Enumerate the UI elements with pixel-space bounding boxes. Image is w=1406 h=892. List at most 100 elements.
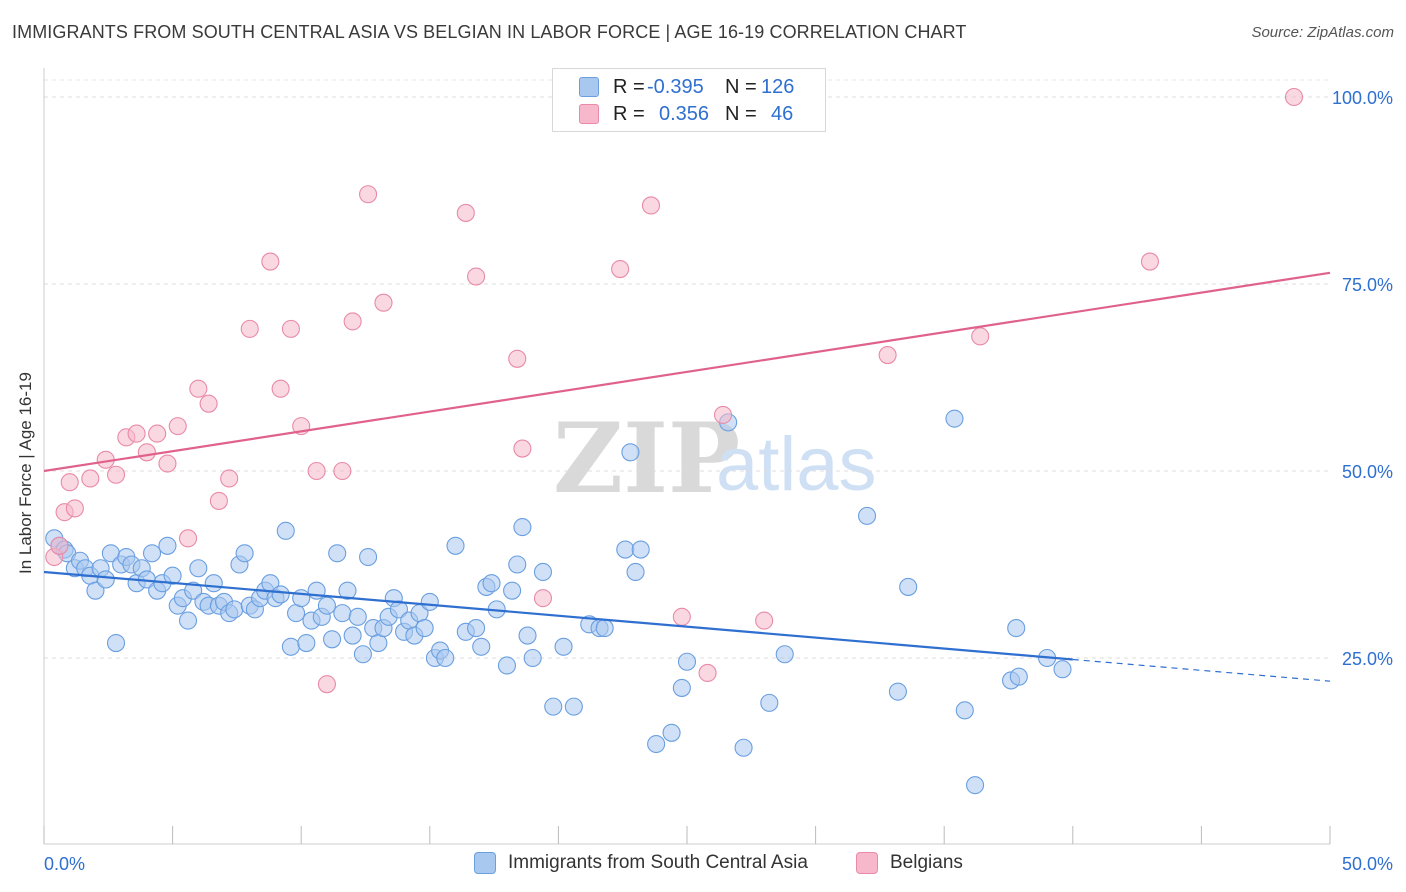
point-immigrants (631, 540, 650, 559)
point-belgians (343, 312, 362, 331)
bottom-legend-label-immigrants: Immigrants from South Central Asia (508, 852, 808, 873)
point-immigrants (945, 409, 964, 428)
legend-n-label: N = (725, 102, 757, 125)
point-belgians (533, 589, 553, 608)
point-immigrants (672, 678, 691, 697)
point-immigrants (595, 619, 614, 638)
point-belgians (240, 319, 259, 338)
point-immigrants (1009, 667, 1028, 686)
point-immigrants (503, 581, 522, 600)
point-immigrants (297, 633, 316, 653)
legend-n-value-immigrants: 126 (761, 75, 795, 98)
legend-r-label: R = (613, 102, 645, 125)
point-immigrants (189, 559, 208, 578)
y-tick-label: 50.0% (1342, 462, 1393, 482)
point-belgians (971, 327, 990, 346)
point-belgians (374, 293, 393, 312)
point-belgians (508, 349, 527, 368)
watermark-zip: ZIP (553, 402, 740, 515)
point-belgians (148, 424, 167, 443)
point-immigrants (472, 637, 491, 656)
point-immigrants (343, 626, 362, 645)
legend-row-belgians: R = 0.356 N = 46 (553, 100, 793, 128)
point-belgians (281, 319, 300, 338)
legend-r-value-immigrants: -0.395 (647, 75, 704, 98)
point-immigrants (523, 648, 542, 668)
point-belgians (672, 607, 691, 626)
point-immigrants (662, 723, 681, 742)
point-immigrants (96, 570, 115, 589)
point-belgians (60, 473, 79, 492)
point-immigrants (178, 611, 198, 630)
point-immigrants (86, 581, 105, 600)
point-immigrants (292, 589, 311, 608)
point-immigrants (734, 738, 753, 757)
point-immigrants (616, 540, 635, 559)
point-belgians (317, 675, 336, 694)
point-belgians (261, 252, 280, 271)
point-belgians (698, 663, 717, 683)
watermark-atlas: atlas (716, 422, 877, 507)
point-immigrants (338, 581, 357, 600)
y-tick-label: 100.0% (1332, 88, 1393, 108)
point-immigrants (966, 776, 985, 795)
stats-legend: R = -0.395 N = 126 R = 0.356 N = 46 (552, 68, 826, 132)
point-belgians (81, 469, 100, 488)
bottom-legend-belgians: Belgians (856, 852, 963, 874)
point-belgians (189, 379, 208, 398)
trend-line-immigrants-extension (1072, 658, 1331, 682)
point-immigrants (158, 536, 177, 555)
point-immigrants (235, 544, 254, 563)
point-belgians (158, 454, 177, 473)
point-immigrants (621, 443, 640, 462)
point-immigrants (142, 544, 162, 563)
point-immigrants (328, 544, 347, 563)
legend-r-label: R = (613, 75, 645, 98)
point-immigrants (564, 697, 583, 716)
point-belgians (611, 259, 630, 279)
point-immigrants (436, 648, 455, 668)
point-immigrants (482, 574, 501, 593)
point-immigrants (317, 596, 336, 615)
point-belgians (50, 536, 69, 555)
point-belgians (456, 203, 475, 222)
point-immigrants (467, 619, 486, 638)
point-immigrants (163, 566, 182, 585)
point-belgians (755, 611, 774, 630)
point-belgians (641, 196, 661, 215)
point-immigrants (497, 656, 517, 675)
point-belgians (65, 499, 84, 518)
point-immigrants (518, 626, 537, 645)
point-belgians (713, 405, 733, 424)
point-immigrants (513, 518, 532, 537)
point-immigrants (353, 645, 372, 664)
y-tick-label: 75.0% (1342, 275, 1393, 295)
point-immigrants (184, 581, 203, 600)
point-immigrants (359, 547, 378, 567)
point-belgians (333, 461, 352, 481)
point-belgians (359, 185, 378, 204)
point-immigrants (677, 652, 697, 671)
point-belgians (1284, 87, 1304, 107)
point-belgians (220, 469, 239, 488)
point-immigrants (857, 506, 877, 525)
point-belgians (467, 267, 486, 286)
point-belgians (199, 394, 218, 413)
trend-line-belgians (43, 271, 1331, 473)
bottom-legend-swatch-belgians (856, 852, 878, 874)
point-belgians (271, 379, 290, 398)
chart-title: IMMIGRANTS FROM SOUTH CENTRAL ASIA VS BE… (12, 22, 967, 42)
point-immigrants (760, 693, 779, 712)
point-immigrants (533, 562, 553, 582)
point-immigrants (271, 585, 290, 604)
point-immigrants (204, 574, 223, 593)
point-immigrants (446, 536, 465, 555)
y-tick-label: 25.0% (1342, 649, 1393, 669)
point-belgians (513, 439, 532, 458)
legend-n-value-belgians: 46 (771, 102, 794, 125)
legend-n-label: N = (725, 75, 757, 98)
point-immigrants (281, 637, 300, 656)
source-label: Source: ZipAtlas.com (1251, 24, 1394, 41)
trend-line-immigrants (43, 570, 1073, 661)
point-immigrants (420, 592, 439, 611)
